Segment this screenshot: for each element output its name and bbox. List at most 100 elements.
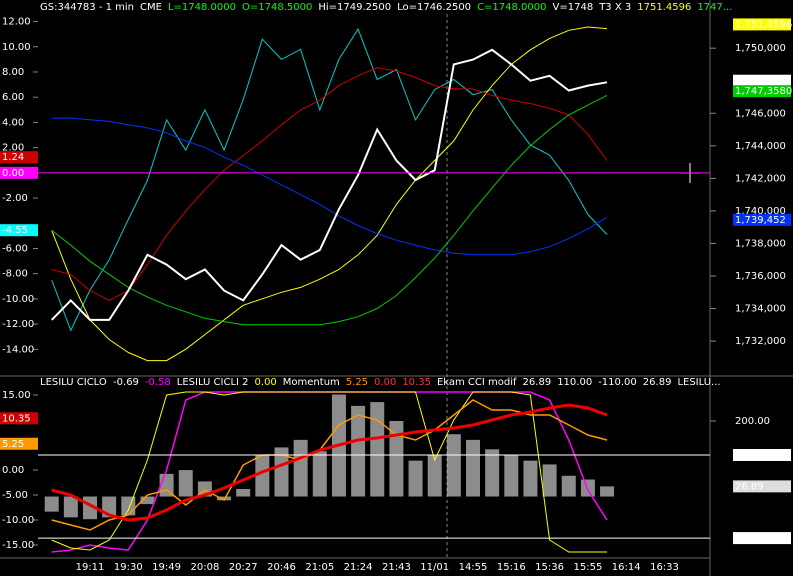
readout-box	[0, 151, 38, 164]
y-tick-label: -6.00	[2, 243, 28, 254]
y2-tick-label: 1,734,000	[735, 304, 786, 315]
histogram-bar	[389, 420, 404, 497]
series-line	[51, 403, 608, 522]
readout-box	[0, 412, 38, 425]
readout-label: 0.00	[2, 168, 24, 179]
legend-item: L=1748.0000	[168, 2, 236, 13]
legend-header: GS:344783 - 1 min CME L=1748.0000 O=1748.50…	[40, 2, 732, 13]
y-tick-label: 2.00	[2, 143, 24, 154]
y-tick-label: 4.00	[2, 117, 24, 128]
readout-box	[733, 448, 791, 461]
legend-item: 1747...	[697, 2, 732, 13]
x-tick-label: 20:46	[267, 562, 296, 573]
x-tick-label: 20:08	[190, 562, 219, 573]
readout-box	[0, 437, 38, 450]
legend-item: 26.89	[643, 377, 672, 388]
legend-item: 5.25	[346, 377, 368, 388]
y-tick-label: 8.00	[2, 67, 24, 78]
legend-item: Hi=1749.2500	[318, 2, 391, 13]
readout-label: 10.35	[2, 413, 31, 424]
legend-item: LESILU CICLO	[40, 377, 107, 388]
histogram-bar	[140, 496, 155, 505]
y2-tick-label: 1,740,000	[735, 206, 786, 217]
histogram-bar	[446, 434, 461, 497]
x-tick-label: 21:24	[344, 562, 373, 573]
x-tick-label: 16:33	[650, 562, 679, 573]
histogram-bar	[408, 460, 423, 497]
series-line	[51, 27, 608, 332]
legend-item: 10.35	[402, 377, 431, 388]
readout-box	[0, 166, 38, 179]
y-tick-label: 10.00	[2, 42, 31, 53]
legend-item: Momentum	[283, 377, 340, 388]
histogram-bar	[542, 464, 557, 497]
y-tick-label: -5.00	[2, 490, 28, 501]
y2-tick-label: 1,738,000	[735, 238, 786, 249]
histogram-bar	[178, 470, 193, 497]
histogram-bar	[121, 496, 136, 516]
y-tick-label: 0.00	[2, 465, 24, 476]
x-tick-label: 15:16	[497, 562, 526, 573]
x-tick-label: 21:43	[382, 562, 411, 573]
series-line	[51, 117, 608, 256]
histogram-bar	[293, 439, 308, 497]
y-tick-label: -15.00	[2, 540, 34, 551]
y2-tick-label: 1,746,000	[735, 108, 786, 119]
readout-label: 110.00	[735, 450, 770, 461]
legend-item: V=1748	[553, 2, 594, 13]
x-tick-label: 16:14	[612, 562, 641, 573]
readout-label: 1,748,000	[735, 76, 786, 87]
y-tick-label: -10.00	[2, 294, 34, 305]
x-tick-label: 11/01	[420, 562, 449, 573]
readout-box	[733, 85, 791, 98]
readout-label: 1.24	[2, 152, 24, 163]
series-line	[51, 399, 608, 531]
y2-tick-label: 1,732,000	[735, 336, 786, 347]
histogram-bar	[485, 449, 500, 497]
y-tick-label: -10.00	[2, 515, 34, 526]
histogram-bar	[561, 475, 576, 497]
y-tick-label: -2.00	[2, 193, 28, 204]
legend-item: LESILU...	[677, 377, 720, 388]
series-line	[51, 391, 607, 553]
y2-tick-label: 1,744,000	[735, 141, 786, 152]
legend-item: 0.00	[255, 377, 277, 388]
histogram-bar	[274, 447, 289, 497]
x-tick-label: 19:11	[76, 562, 105, 573]
histogram-bar	[63, 496, 78, 518]
series-line	[51, 67, 608, 301]
legend-item: Lo=1746.2500	[397, 2, 471, 13]
x-tick-label: 15:36	[535, 562, 564, 573]
readout-box	[0, 224, 38, 237]
histogram-bar	[236, 488, 251, 497]
readout-box	[733, 18, 791, 31]
histogram-bar	[523, 460, 538, 497]
legend-item: T3 X 3	[598, 2, 631, 13]
y-tick-label: -8.00	[2, 269, 28, 280]
y2-tick-label: 1,742,000	[735, 173, 786, 184]
readout-box	[733, 74, 791, 87]
readout-box	[733, 532, 791, 545]
y-tick-label: -14.00	[2, 344, 34, 355]
x-tick-label: 15:55	[573, 562, 602, 573]
readout-label: 1,751,4596	[735, 19, 792, 30]
readout-label: 1,747,3580	[735, 86, 792, 97]
y-tick-label: -12.00	[2, 319, 34, 330]
readout-label: 26.89	[735, 481, 764, 492]
histogram-bar	[44, 496, 59, 512]
series-line	[51, 94, 608, 326]
legend-item: Ekam CCI modif	[437, 377, 517, 388]
legend-item: O=1748.5000	[242, 2, 312, 13]
readout-box	[733, 213, 791, 226]
x-tick-label: 20:27	[229, 562, 258, 573]
readout-label: 5.25	[2, 439, 24, 450]
histogram-bar	[217, 496, 232, 501]
legend-item: 1751.4596	[637, 2, 691, 13]
legend-item: 26.89	[523, 377, 552, 388]
y2-tick-label: 200.00	[735, 416, 770, 427]
legend-item: -110.00	[598, 377, 637, 388]
legend-item: C=1748.0000	[477, 2, 546, 13]
readout-label: -110.00	[735, 533, 774, 544]
x-tick-label: 19:30	[114, 562, 143, 573]
